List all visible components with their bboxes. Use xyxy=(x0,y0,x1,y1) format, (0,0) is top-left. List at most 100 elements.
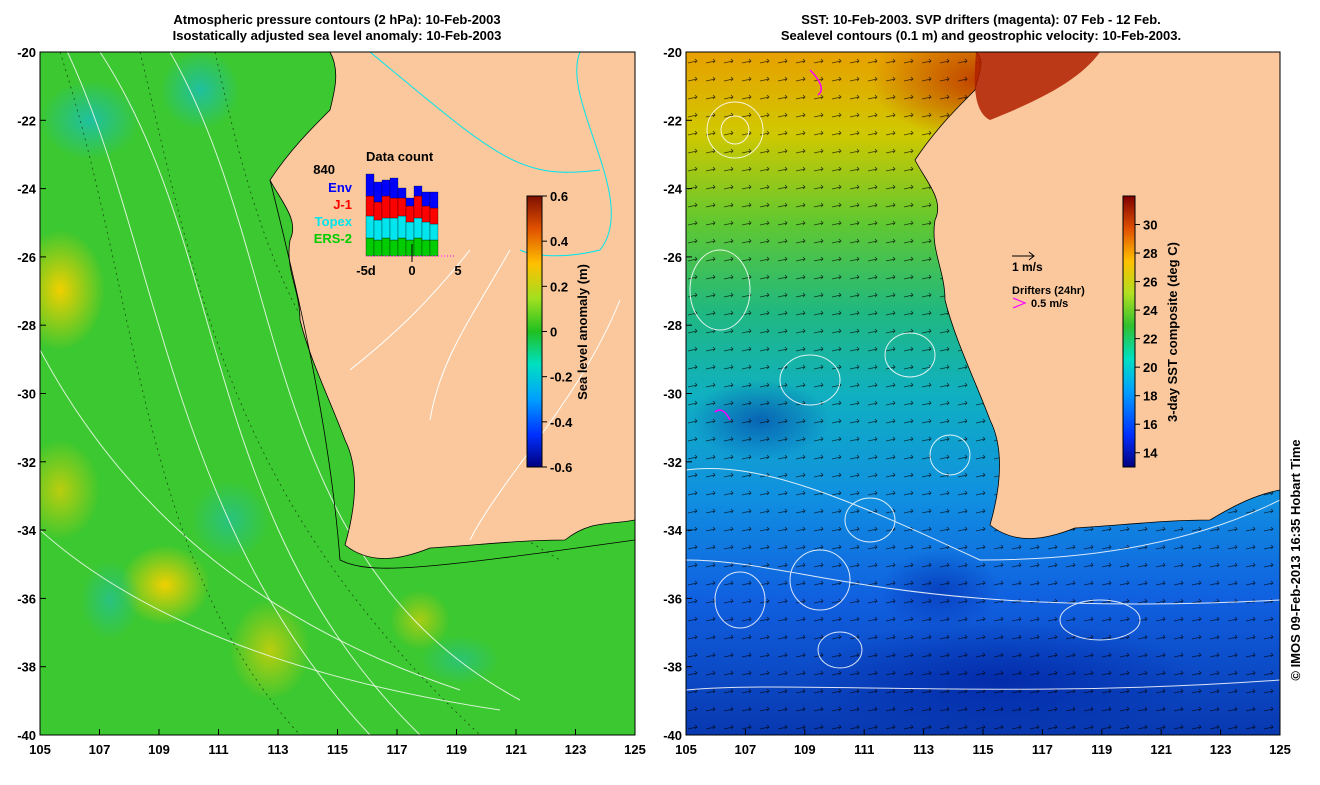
inset-bar-segment xyxy=(365,215,375,239)
colorbar-tick-label: 18 xyxy=(1143,389,1157,404)
left-y-tick-label: -20 xyxy=(17,45,36,60)
right-y-tick-label: -36 xyxy=(663,591,682,606)
inset-bar-segment xyxy=(413,195,423,219)
inset-bar-segment xyxy=(365,237,375,257)
left-y-tick-label: -24 xyxy=(17,182,37,197)
sst-colorbar: 30 28 26 24 22 20 18 16 14 3-day SST composite (… xyxy=(1122,195,1180,468)
left-x-axis: 105 107 109 111 113 115 117 119 121 123 125 xyxy=(29,729,646,757)
inset-tick-0: 0 xyxy=(408,263,415,278)
right-x-tick-label: 117 xyxy=(1032,742,1053,757)
inset-bar-segment xyxy=(421,191,431,207)
inset-bar-segment xyxy=(429,207,439,225)
right-x-tick-label: 113 xyxy=(913,742,934,757)
drifter-legend-title: Drifters (24hr) xyxy=(1012,285,1085,297)
velocity-arrow-icon xyxy=(1012,251,1035,261)
inset-bar-segment xyxy=(373,181,383,203)
velocity-legend: 1 m/s Drifters (24hr) 0.5 m/s xyxy=(1012,251,1085,310)
inset-bar-segment xyxy=(405,239,415,257)
left-x-tick-label: 119 xyxy=(446,742,467,757)
drifter-legend-value: 0.5 m/s xyxy=(1031,298,1068,310)
right-title-line1: SST: 10-Feb-2003. SVP drifters (magenta)… xyxy=(801,12,1161,27)
left-x-tick-label: 115 xyxy=(327,742,348,757)
right-y-tick-label: -22 xyxy=(663,113,682,128)
left-x-tick-label: 105 xyxy=(29,742,51,757)
right-x-tick-label: 123 xyxy=(1210,742,1232,757)
inset-legend-j-1: J-1 xyxy=(333,197,352,212)
left-x-tick-label: 125 xyxy=(624,742,646,757)
right-y-tick-label: -38 xyxy=(663,660,682,675)
left-y-tick-label: -36 xyxy=(17,591,36,606)
right-y-tick-label: -40 xyxy=(663,728,682,743)
right-x-tick-label: 109 xyxy=(794,742,816,757)
left-x-tick-label: 113 xyxy=(268,742,289,757)
inset-bar-segment xyxy=(365,173,375,197)
inset-bar-segment xyxy=(389,239,399,257)
colorbar-tick-label: -0.2 xyxy=(550,370,572,385)
left-y-tick-label: -32 xyxy=(17,455,36,470)
inset-tick-minus5: -5d xyxy=(356,263,376,278)
right-y-tick-label: -20 xyxy=(663,45,682,60)
right-x-axis: 105 107 109 111 113 115 117 119 121 123 125 xyxy=(675,729,1291,757)
inset-bar-segment xyxy=(397,215,407,239)
left-x-tick-label: 107 xyxy=(89,742,111,757)
colorbar-tick-label: -0.4 xyxy=(550,415,573,430)
colorbar-tick-label: 0 xyxy=(550,325,557,340)
inset-bar-segment xyxy=(373,219,383,241)
right-x-tick-label: 125 xyxy=(1269,742,1291,757)
right-x-tick-label: 121 xyxy=(1150,742,1172,757)
inset-bar-segment xyxy=(373,239,383,257)
right-y-tick-label: -34 xyxy=(663,523,683,538)
left-x-tick-label: 109 xyxy=(148,742,170,757)
sst-map: SST: 10-Feb-2003. SVP drifters (magenta)… xyxy=(663,12,1291,757)
inset-legend-ers-2: ERS-2 xyxy=(314,231,352,246)
right-x-tick-label: 119 xyxy=(1091,742,1112,757)
left-y-tick-label: -22 xyxy=(17,113,36,128)
left-y-tick-label: -34 xyxy=(17,523,37,538)
sla-colorbar: 0.6 0.4 0.2 0 -0.2 -0.4 -0.6 Sea level anomaly… xyxy=(526,189,590,475)
inset-bar-segment xyxy=(381,217,391,239)
right-x-tick-label: 111 xyxy=(854,742,874,757)
inset-bar-segment xyxy=(397,187,407,199)
right-x-tick-label: 115 xyxy=(973,742,994,757)
right-title-line2: Sealevel contours (0.1 m) and geostrophi… xyxy=(781,28,1181,43)
inset-bar-segment xyxy=(389,197,399,219)
inset-bar-segment xyxy=(421,239,431,257)
inset-bar-segment xyxy=(389,177,399,199)
left-y-axis: -20 -22 -24 -26 -28 -30 -32 -34 -36 -38 -40 xyxy=(17,45,46,743)
inset-bar-segment xyxy=(397,237,407,257)
inset-bar-segment xyxy=(381,195,391,219)
left-x-tick-label: 111 xyxy=(208,742,228,757)
left-x-tick-label: 123 xyxy=(565,742,587,757)
inset-legend-topex: Topex xyxy=(315,214,353,229)
right-y-tick-label: -28 xyxy=(663,318,682,333)
left-y-tick-label: -38 xyxy=(17,660,36,675)
drifter-arrow-icon xyxy=(1012,297,1027,309)
inset-legend-env: Env xyxy=(328,180,353,195)
velocity-legend-label: 1 m/s xyxy=(1012,260,1043,274)
left-y-tick-label: -30 xyxy=(17,387,36,402)
inset-bar-segment xyxy=(405,221,415,241)
inset-bar-segment xyxy=(421,221,431,241)
colorbar-tick-label: 14 xyxy=(1143,446,1158,461)
right-y-tick-label: -30 xyxy=(663,387,682,402)
inset-bar-segment xyxy=(397,197,407,217)
credit-text: © IMOS 09-Feb-2013 16:35 Hobart Time xyxy=(1288,439,1303,680)
inset-bar-segment xyxy=(429,239,439,257)
left-y-tick-label: -40 xyxy=(17,728,36,743)
colorbar-tick-label: 0.2 xyxy=(550,279,568,294)
colorbar-tick-label: 30 xyxy=(1143,218,1157,233)
colorbar-tick-label: 0.4 xyxy=(550,234,569,249)
inset-bar-segment xyxy=(413,217,423,239)
colorbar-tick-label: -0.6 xyxy=(550,460,572,475)
sea-level-anomaly-map: Atmospheric pressure contours (2 hPa): 1… xyxy=(17,12,646,757)
colorbar-tick-label: 24 xyxy=(1143,303,1158,318)
right-x-tick-label: 107 xyxy=(735,742,757,757)
colorbar-tick-label: 0.6 xyxy=(550,189,568,204)
left-y-tick-label: -26 xyxy=(17,250,36,265)
inset-bar-segment xyxy=(413,237,423,257)
inset-bar-segment xyxy=(429,223,439,241)
inset-bar-segment xyxy=(405,205,415,223)
inset-bar-segment xyxy=(405,197,415,207)
inset-bar-segment xyxy=(365,195,375,217)
colorbar-tick-label: 22 xyxy=(1143,332,1157,347)
